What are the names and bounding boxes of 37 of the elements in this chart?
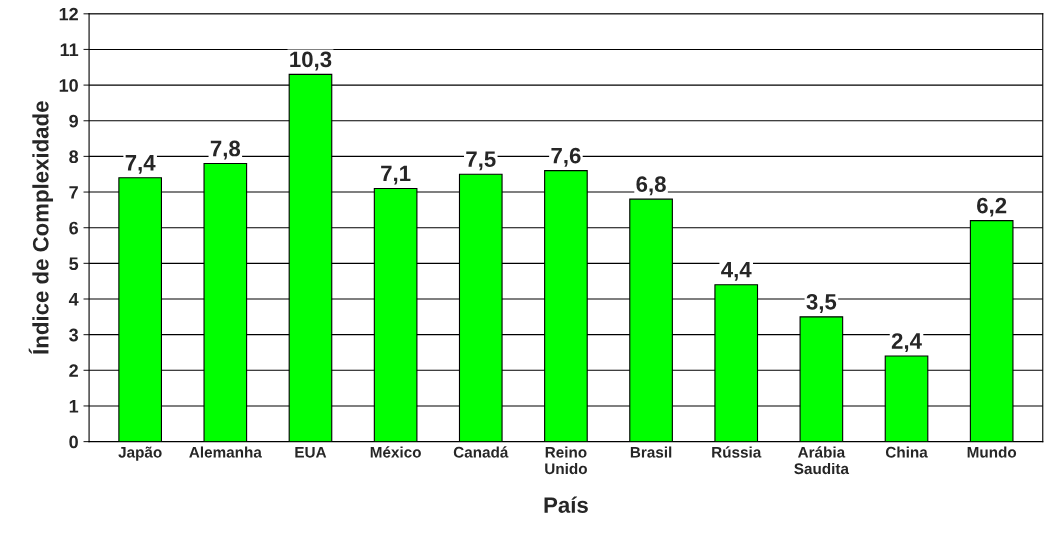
y-tick-label: 11 bbox=[60, 43, 79, 56]
x-tick-label: Rússia bbox=[712, 446, 762, 458]
data-label: 10,3 bbox=[290, 51, 332, 71]
x-tick-label: Arábia Saudita bbox=[794, 446, 850, 475]
data-label: 3,5 bbox=[806, 293, 837, 313]
data-label: 7,4 bbox=[125, 155, 156, 174]
y-tick-label: 3 bbox=[69, 328, 79, 342]
y-tick-label: 4 bbox=[68, 293, 79, 306]
x-tick-label: Mundo bbox=[967, 446, 1017, 458]
y-tick-label: 6 bbox=[69, 221, 79, 235]
data-label: 7,5 bbox=[466, 151, 496, 171]
y-tick-label: 0 bbox=[69, 435, 78, 449]
y-tick-label: 7 bbox=[69, 186, 78, 199]
x-tick-label: México bbox=[370, 446, 421, 458]
data-label: 6,8 bbox=[636, 176, 666, 196]
x-axis-title: País bbox=[544, 496, 588, 513]
y-tick-label: 5 bbox=[69, 257, 79, 271]
y-tick-label: 9 bbox=[69, 114, 78, 128]
data-label: 4,4 bbox=[721, 262, 752, 281]
x-tick-label: Canadá bbox=[453, 446, 509, 458]
y-tick-label: 1 bbox=[69, 400, 79, 413]
x-tick-label: EUA bbox=[295, 447, 327, 458]
y-tick-label: 12 bbox=[59, 7, 78, 21]
data-label: 7,8 bbox=[210, 140, 241, 160]
data-label: 2,4 bbox=[891, 333, 922, 353]
x-tick-label: Alemanha bbox=[189, 446, 262, 458]
x-tick-label: Japão bbox=[118, 446, 162, 461]
y-tick-label: 10 bbox=[59, 79, 78, 92]
x-tick-label: Reino Unido bbox=[545, 446, 587, 475]
data-label: 7,1 bbox=[381, 165, 411, 185]
y-axis-title: Índice de Complexidade bbox=[28, 101, 54, 354]
y-tick-label: 2 bbox=[69, 364, 78, 377]
y-tick-label: 8 bbox=[69, 150, 79, 164]
x-tick-label: China bbox=[885, 446, 928, 458]
x-tick-label: Brasil bbox=[630, 446, 672, 458]
data-label: 6,2 bbox=[977, 197, 1007, 217]
data-label: 7,6 bbox=[551, 147, 581, 167]
